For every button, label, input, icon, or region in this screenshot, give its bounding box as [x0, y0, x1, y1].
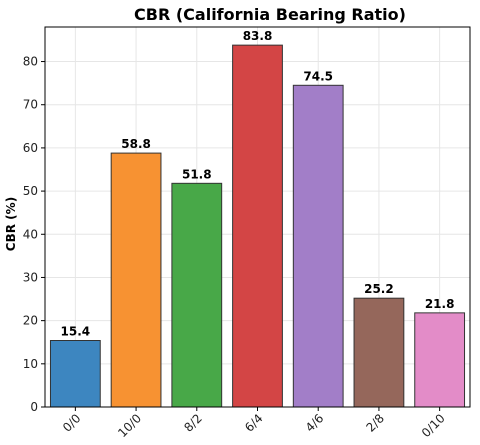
y-tick-label: 60 — [23, 141, 38, 155]
x-tick-label: 0/0 — [60, 411, 84, 435]
x-tick-label: 6/4 — [242, 411, 266, 435]
y-axis-label: CBR (%) — [4, 197, 18, 251]
y-tick-label: 70 — [23, 98, 38, 112]
x-tick-label: 10/0 — [115, 411, 144, 440]
y-tick-label: 40 — [23, 227, 38, 241]
bar-value-label: 58.8 — [121, 137, 151, 151]
bar-2-8 — [353, 297, 405, 408]
bar-10-0 — [110, 152, 162, 408]
y-tick-label: 20 — [23, 314, 38, 328]
chart-title: CBR (California Bearing Ratio) — [134, 5, 406, 24]
y-tick-label: 30 — [23, 270, 38, 284]
bar-value-label: 25.2 — [364, 282, 394, 296]
bars — [49, 44, 466, 408]
x-tick-label: 8/2 — [181, 411, 205, 435]
x-tick-label: 4/6 — [303, 411, 327, 435]
bar-value-label: 15.4 — [61, 325, 91, 339]
bar-0-10 — [414, 312, 466, 408]
bar-value-label: 51.8 — [182, 167, 212, 181]
bar-0-0 — [49, 340, 101, 408]
bar-value-label: 83.8 — [243, 29, 273, 43]
value-labels: 15.4 58.8 51.8 83.8 74.5 25.2 21.8 — [61, 29, 455, 338]
bar-4-6 — [292, 84, 344, 408]
y-tick-label: 0 — [30, 400, 38, 414]
y-tick-label: 50 — [23, 184, 38, 198]
plot-frame — [44, 26, 471, 408]
bar-value-label: 21.8 — [425, 297, 455, 311]
x-axis-ticks: 0/0 10/0 8/2 6/4 4/6 2/8 0/10 — [60, 407, 448, 440]
y-tick-label: 10 — [23, 357, 38, 371]
y-axis-ticks: 0 10 20 30 40 50 60 70 80 — [23, 55, 45, 414]
x-tick-label: 0/10 — [419, 411, 448, 440]
y-tick-label: 80 — [23, 55, 38, 69]
bar-6-4 — [232, 44, 283, 408]
x-tick-label: 2/8 — [363, 411, 387, 435]
bar-value-label: 74.5 — [303, 69, 333, 83]
bar-8-2 — [171, 182, 223, 408]
